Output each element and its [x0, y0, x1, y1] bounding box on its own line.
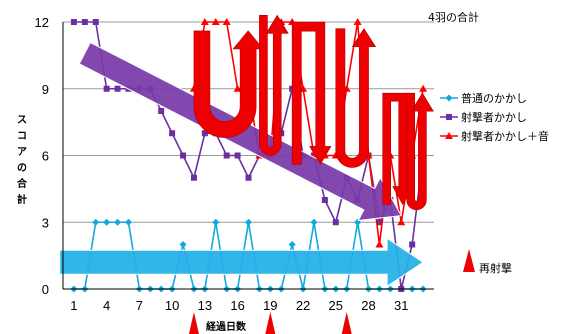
data-point: [81, 19, 88, 25]
x-tick-label: 31: [394, 298, 408, 313]
data-point: [200, 18, 209, 25]
y-axis-title-char: ア: [17, 146, 27, 158]
data-point: [321, 197, 328, 203]
data-point: [124, 218, 132, 226]
data-point: [103, 218, 111, 226]
y-tick-label: 3: [42, 215, 49, 230]
data-point: [233, 84, 242, 92]
red-u-arrow: [335, 28, 377, 168]
data-point: [92, 19, 99, 25]
data-point: [288, 241, 296, 248]
y-tick-label: 12: [35, 15, 49, 30]
data-point: [353, 18, 362, 25]
data-point: [446, 114, 452, 120]
x-tick-label: 28: [361, 298, 375, 313]
red-u-arrow: [259, 14, 289, 156]
reshot-marker-icon: [265, 312, 276, 334]
data-point: [180, 152, 187, 159]
data-point: [445, 94, 453, 102]
data-point: [92, 218, 100, 226]
x-tick-label: 1: [70, 298, 77, 313]
data-point: [445, 132, 453, 139]
reshot-legend-label: 再射撃: [479, 261, 512, 275]
reshot-legend-icon: [463, 249, 475, 272]
data-point: [397, 218, 406, 226]
data-point: [212, 218, 220, 226]
y-axis-title-char: コ: [17, 131, 27, 142]
data-point: [332, 219, 339, 226]
data-point: [223, 152, 230, 159]
y-axis-title-char: ス: [17, 114, 27, 126]
x-tick-label: 7: [136, 298, 143, 313]
x-tick-label: 25: [329, 298, 343, 313]
data-point: [114, 218, 122, 226]
data-point: [70, 19, 77, 25]
legend-label: 射撃者かかし＋音: [461, 129, 549, 143]
red-u-arrow: [406, 92, 434, 211]
x-tick-label: 22: [296, 298, 310, 313]
x-tick-label: 10: [165, 298, 179, 313]
data-point: [234, 152, 241, 159]
data-point: [179, 241, 187, 248]
data-point: [114, 85, 121, 92]
red-u-arrow: [291, 21, 332, 165]
data-point: [103, 85, 110, 92]
red-u-arrow: [193, 30, 264, 138]
data-point: [158, 108, 165, 114]
y-tick-label: 6: [42, 149, 49, 164]
data-point: [375, 240, 384, 248]
reshot-marker-icon: [188, 312, 199, 334]
reshot-marker-icon: [341, 312, 352, 334]
data-point: [376, 219, 383, 226]
data-point: [245, 174, 252, 181]
data-point: [201, 130, 208, 137]
x-tick-label: 19: [263, 298, 277, 313]
y-tick-label: 0: [42, 282, 49, 297]
data-point: [409, 241, 416, 248]
data-point: [419, 84, 428, 92]
data-point: [222, 18, 231, 25]
y-axis-title-char: 合: [16, 177, 28, 190]
x-tick-label: 16: [230, 298, 244, 313]
data-point: [211, 18, 220, 25]
data-point: [169, 130, 176, 137]
blue-trend-arrow: [59, 237, 425, 288]
legend-label: 射撃者かかし: [461, 110, 527, 124]
data-point: [310, 218, 318, 226]
x-axis-title: 経過日数: [206, 320, 247, 333]
chart-title: 4羽の合計: [428, 10, 479, 24]
y-axis-title-char: 計: [17, 193, 27, 206]
data-point: [245, 218, 252, 226]
y-tick-label: 9: [42, 82, 49, 97]
x-tick-label: 4: [103, 298, 110, 313]
y-axis-title-char: の: [17, 163, 27, 174]
data-point: [190, 174, 197, 181]
legend-label: 普通のかかし: [461, 91, 527, 105]
x-tick-label: 13: [198, 298, 212, 313]
